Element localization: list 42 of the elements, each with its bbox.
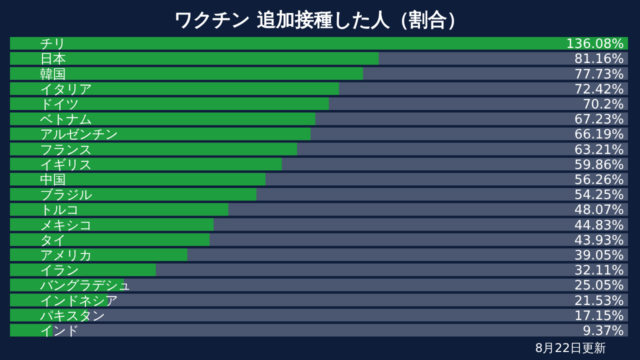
y-tick-label: 韓国 (40, 67, 66, 82)
data-label: 17.15% (574, 308, 624, 324)
data-label: 21.53% (574, 294, 624, 309)
data-label: 67.23% (574, 112, 624, 128)
data-label: 9.37% (582, 324, 624, 339)
y-tick-label: イラン (40, 264, 79, 279)
y-tick-label: メキシコ (40, 218, 92, 234)
y-tick-label: フランス (40, 142, 92, 158)
text: 8月22日更新 (535, 341, 606, 355)
data-label: 56.26% (574, 173, 624, 188)
y-tick-label: ドイツ (40, 98, 79, 112)
y-tick-label: アメリカ (40, 248, 92, 264)
y-tick-label: イタリア (40, 82, 92, 98)
y-tick-label: イギリス (40, 158, 92, 173)
y-tick-label: タイ (40, 233, 66, 248)
data-label: 72.42% (574, 82, 624, 98)
data-label: 39.05% (574, 248, 624, 264)
data-label: 66.19% (574, 128, 624, 143)
data-label: 32.11% (574, 264, 624, 279)
y-tick-label: バングラデシュ (39, 278, 131, 294)
y-tick-label: 日本 (40, 52, 66, 68)
data-label: 136.08% (566, 37, 624, 52)
data-label: 81.16% (574, 52, 624, 68)
y-tick-label: チリ (40, 37, 66, 52)
y-tick-label: トルコ (40, 203, 79, 218)
data-label: 43.93% (574, 233, 624, 248)
data-label: 48.07% (574, 203, 624, 218)
data-label: 25.05% (574, 278, 624, 294)
data-label: 63.21% (574, 142, 624, 158)
data-label: 70.2% (582, 98, 624, 112)
y-tick-label: パキスタン (39, 308, 105, 324)
data-label: 44.83% (574, 218, 624, 234)
chart-title: ワクチン 追加接種した人（割合） (174, 9, 466, 31)
y-tick-label: アルゼンチン (40, 128, 118, 143)
y-tick-label: インド (40, 324, 79, 339)
y-tick-label: ベトナム (40, 112, 92, 128)
y-tick-label: ブラジル (40, 188, 92, 204)
data-label: 77.73% (574, 67, 624, 82)
y-tick-label: 中国 (40, 173, 66, 188)
data-label: 54.25% (574, 188, 624, 204)
y-tick-label: インドネシア (40, 294, 118, 309)
data-label: 59.86% (574, 158, 624, 173)
